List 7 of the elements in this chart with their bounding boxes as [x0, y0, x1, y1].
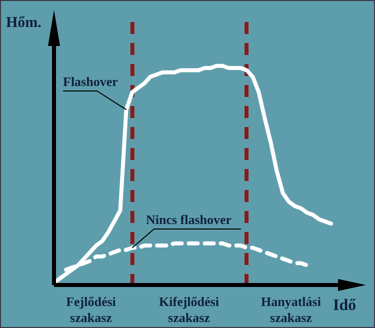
text: Fejlődési szakasz	[65, 294, 117, 326]
series-label: Flashover	[63, 74, 118, 90]
text: Kifejlődési szakasz	[158, 294, 220, 326]
y-axis-title: Hőm.	[6, 15, 42, 32]
x-axis-title: Idő	[333, 297, 356, 315]
series-label: Nincs flashover	[146, 212, 232, 228]
text: Hanyatlási szakasz	[261, 294, 321, 325]
